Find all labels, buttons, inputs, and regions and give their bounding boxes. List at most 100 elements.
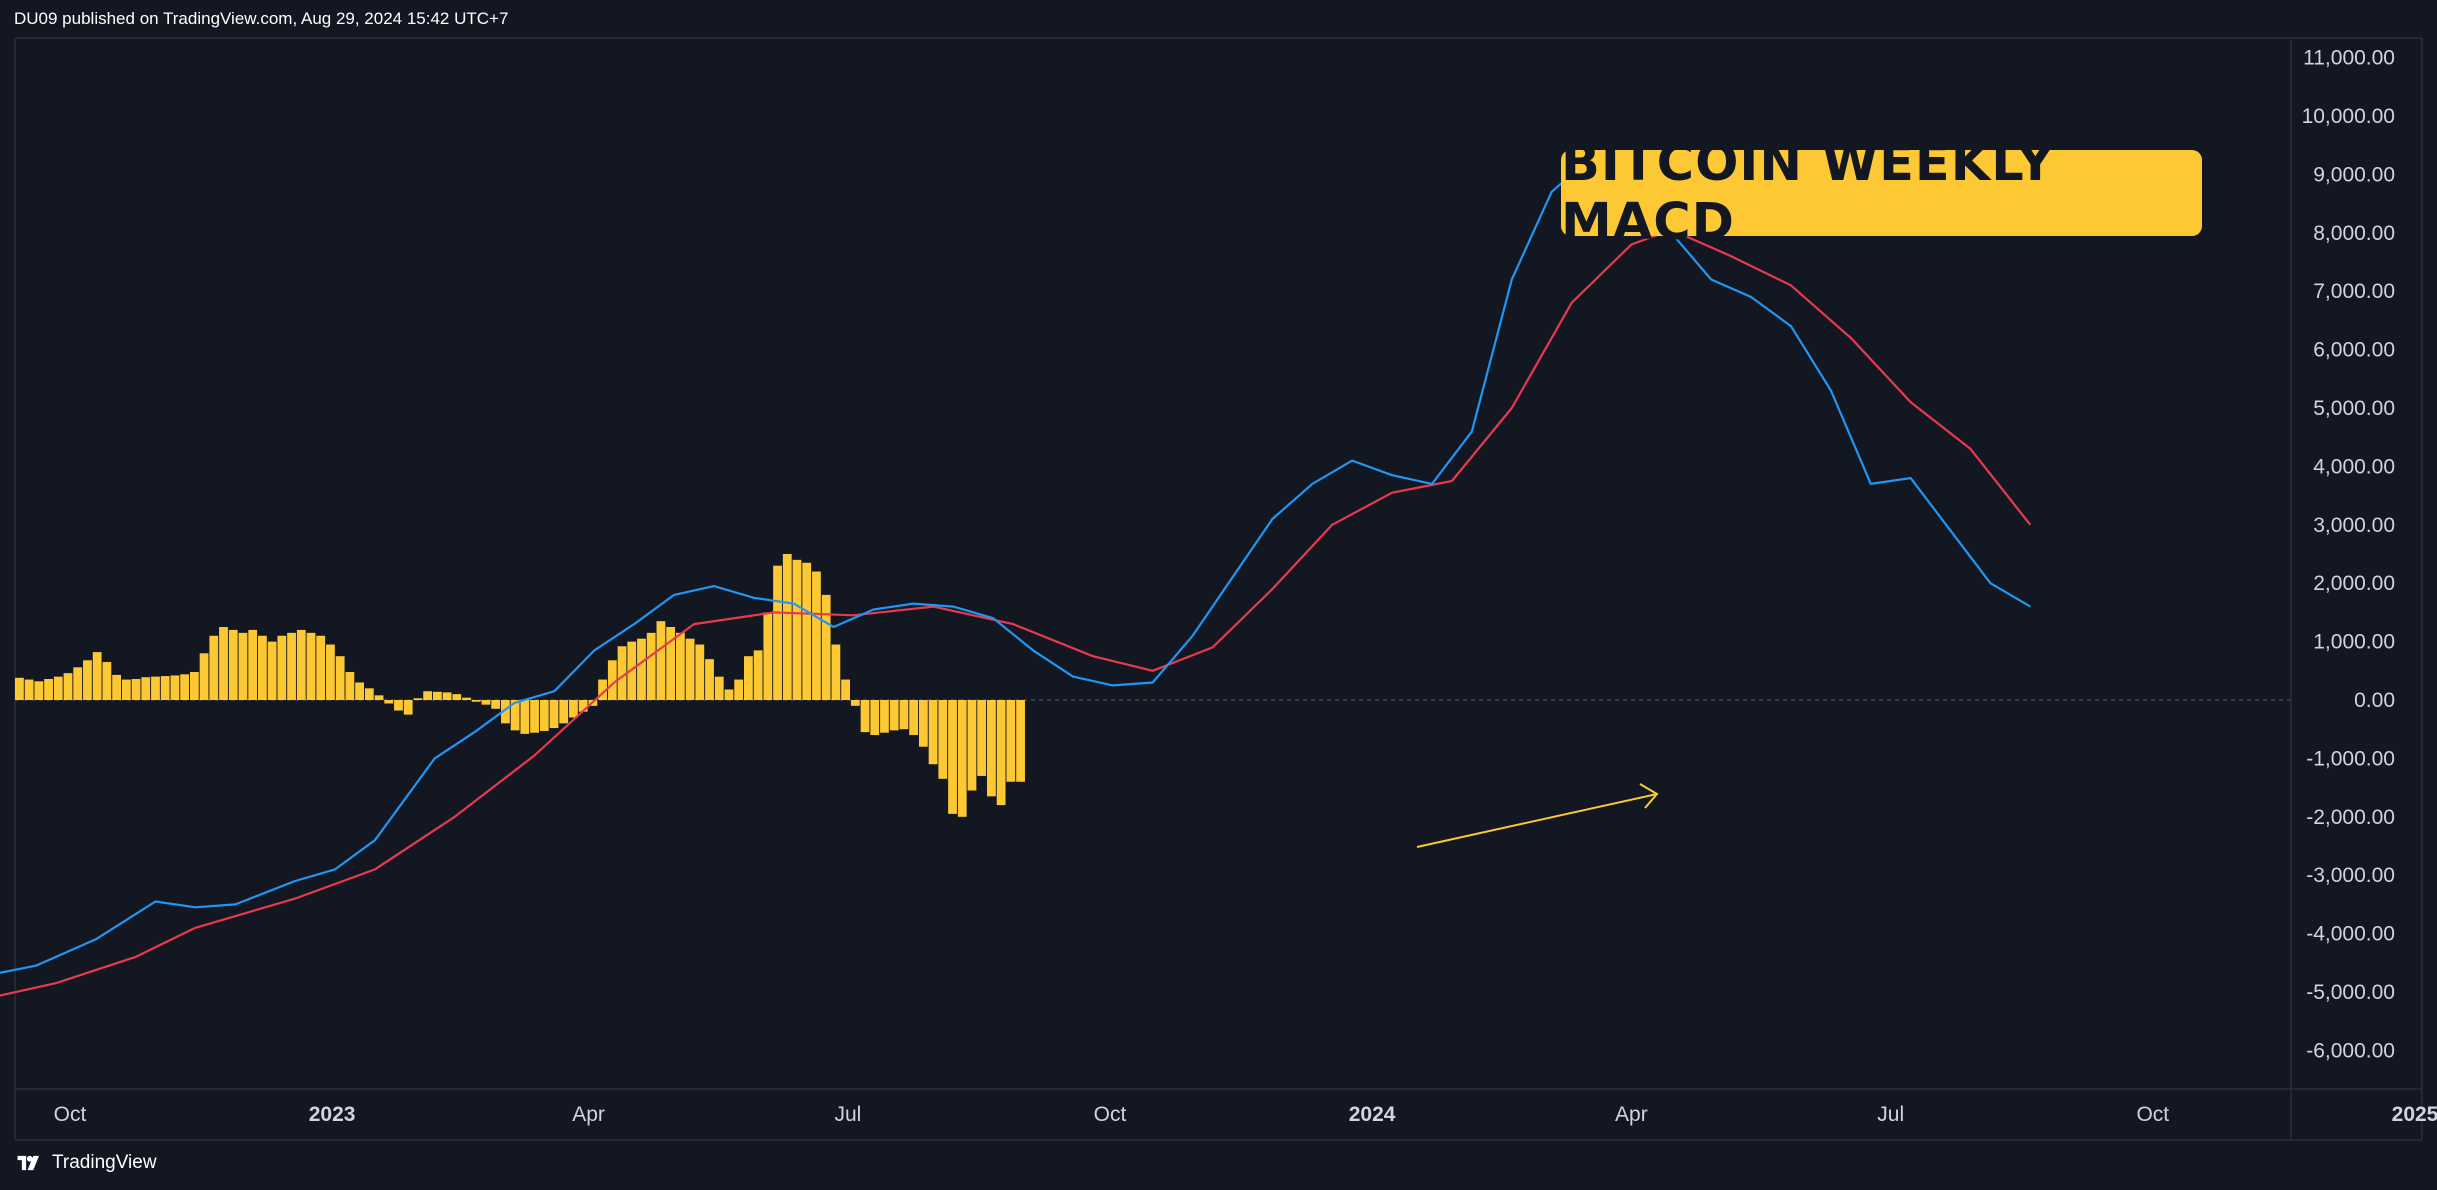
histogram-bar (432, 691, 442, 700)
histogram-bar (316, 635, 326, 700)
tradingview-brand[interactable]: TradingView (14, 1152, 157, 1174)
histogram-bar (73, 667, 83, 700)
histogram-bar (501, 700, 510, 724)
time-tick-label: Oct (54, 1103, 87, 1126)
histogram-bar (112, 674, 121, 700)
histogram-bar (938, 700, 948, 779)
histogram-bar (355, 682, 364, 700)
price-tick-label: -2,000.00 (2306, 806, 2395, 829)
histogram-bar (734, 679, 744, 700)
histogram-bar (423, 691, 433, 700)
price-axis[interactable]: 11,000.00 10,000.00 9,000.00 8,000.00 7,000.… (2302, 47, 2395, 1063)
histogram-bar (209, 635, 219, 700)
histogram-bar (53, 676, 63, 700)
price-tick-label: 2,000.00 (2313, 572, 2395, 595)
histogram-bar (899, 700, 909, 730)
histogram-bar (530, 700, 539, 733)
histogram-bar (928, 700, 938, 765)
price-tick-label: 6,000.00 (2313, 339, 2395, 362)
histogram-bar (967, 700, 977, 791)
histogram-bar (1016, 700, 1025, 782)
histogram-bar (121, 679, 131, 700)
histogram-bar (812, 571, 821, 700)
histogram-bar (1006, 700, 1016, 782)
histogram-bar (569, 700, 578, 718)
histogram-bars (15, 554, 1025, 817)
histogram-bar (384, 700, 394, 704)
histogram-bar (413, 698, 423, 700)
histogram-bar (753, 650, 763, 700)
price-tick-label: 0.00 (2354, 689, 2395, 712)
price-tick-label: 5,000.00 (2313, 397, 2395, 420)
time-tick-label: Oct (1094, 1103, 1127, 1126)
histogram-bar (170, 675, 180, 700)
histogram-bar (782, 554, 792, 700)
histogram-bar (763, 612, 773, 700)
histogram-bar (510, 700, 520, 731)
time-tick-label: 2025 (2392, 1103, 2437, 1126)
indicator-lines (0, 155, 2032, 997)
time-tick-label: 2023 (309, 1103, 356, 1126)
histogram-bar (442, 692, 452, 700)
histogram-bar (948, 700, 957, 814)
histogram-bar (841, 679, 850, 700)
publish-header: DU09 published on TradingView.com, Aug 2… (14, 9, 509, 28)
histogram-bar (705, 659, 714, 700)
histogram-bar (491, 700, 501, 709)
histogram-bar (267, 641, 277, 700)
histogram-bar (656, 621, 666, 700)
price-tick-label: 3,000.00 (2313, 514, 2395, 537)
histogram-bar (102, 662, 112, 700)
price-tick-label: 7,000.00 (2313, 280, 2395, 303)
histogram-bar (831, 644, 841, 700)
histogram-bar (83, 660, 92, 700)
price-tick-label: 11,000.00 (2303, 47, 2395, 70)
histogram-bar (180, 674, 190, 700)
histogram-bar (714, 676, 724, 700)
histogram-bar (607, 660, 617, 700)
price-tick-label: 8,000.00 (2313, 222, 2395, 245)
histogram-bar (92, 652, 102, 700)
histogram-bar (685, 638, 695, 700)
histogram-bar (957, 700, 967, 817)
time-tick-label: Jul (834, 1103, 861, 1126)
histogram-bar (646, 632, 656, 700)
brand-label: TradingView (52, 1152, 157, 1173)
time-tick-label: Jul (1877, 1103, 1904, 1126)
price-tick-label: 4,000.00 (2313, 455, 2395, 478)
price-tick-label: 1,000.00 (2313, 631, 2395, 654)
histogram-bar (996, 700, 1006, 806)
histogram-bar (15, 677, 24, 700)
histogram-bar (403, 700, 413, 715)
histogram-bar (141, 677, 151, 700)
histogram-bar (637, 638, 646, 700)
histogram-bar (802, 562, 812, 700)
price-tick-label: -6,000.00 (2306, 1039, 2395, 1062)
price-tick-label: -1,000.00 (2306, 747, 2395, 770)
macd-line (0, 155, 2031, 974)
histogram-bar (850, 700, 860, 706)
histogram-bar (374, 695, 384, 700)
histogram-bar (306, 632, 316, 700)
histogram-bar (34, 681, 44, 700)
time-axis[interactable]: Oct2023AprJulOct2024AprJulOct2025AprJul (54, 1103, 2437, 1126)
price-tick-label: -3,000.00 (2306, 864, 2395, 887)
histogram-bar (44, 678, 53, 700)
histogram-bar (617, 646, 627, 700)
histogram-bar (520, 700, 530, 734)
histogram-bar (987, 700, 996, 797)
histogram-bar (258, 635, 267, 700)
histogram-bar (364, 688, 374, 700)
histogram-bar (870, 700, 880, 736)
histogram-bar (248, 629, 258, 700)
histogram-bar (151, 676, 160, 700)
price-tick-label: 9,000.00 (2313, 163, 2395, 186)
time-tick-label: 2024 (1349, 1103, 1396, 1126)
histogram-bar (539, 700, 549, 731)
histogram-bar (345, 671, 355, 700)
histogram-bar (724, 689, 734, 700)
histogram-bar (559, 700, 569, 724)
tradingview-logo-icon (17, 1155, 39, 1171)
histogram-bar (889, 700, 899, 731)
histogram-bar (471, 700, 481, 702)
